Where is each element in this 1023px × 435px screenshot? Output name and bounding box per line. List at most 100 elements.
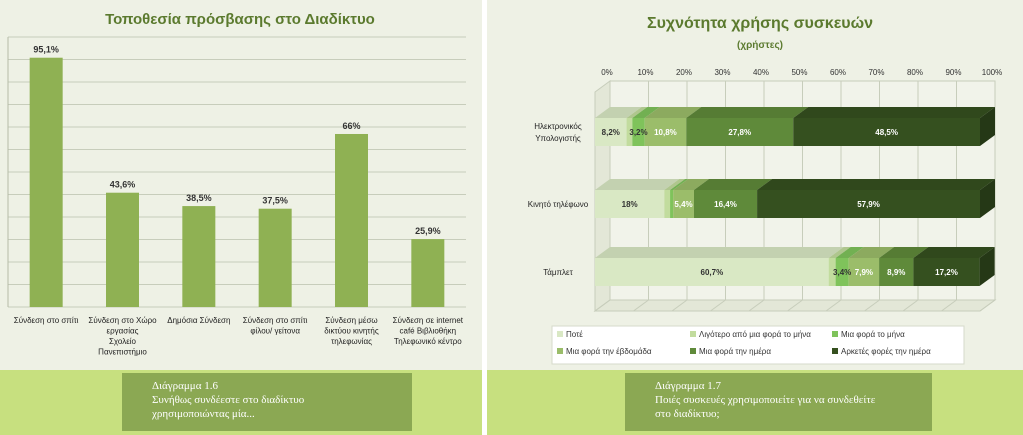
bar-segment-top: [626, 107, 648, 118]
bar-segment: [595, 258, 829, 286]
bar-data-label: 37,5%: [262, 196, 288, 206]
legend-box: [551, 325, 965, 365]
category-label: Υπολογιστής: [535, 134, 581, 143]
right-caption-line: Διάγραμμα 1.7: [655, 380, 721, 392]
bar-segment-top: [793, 107, 995, 118]
left-caption: Διάγραμμα 1.6 Συνήθως συνδέεστε στο διαδ…: [122, 373, 412, 431]
bar-data-label: 3,2%: [629, 128, 647, 137]
bar-data-label: 10,8%: [654, 128, 677, 137]
bar-segment: [693, 190, 758, 218]
legend-swatch: [832, 331, 838, 337]
bar-data-label: 3,4%: [833, 268, 851, 277]
gridline: [864, 299, 880, 312]
gridline: [825, 299, 842, 312]
bar-data-label: 27,8%: [728, 128, 751, 137]
gridline: [748, 299, 765, 312]
bar-segment-top: [848, 247, 895, 258]
bar-end-face: [980, 107, 995, 146]
x-tick-label: 70%: [868, 68, 884, 77]
left-chart-title: Τοποθεσία πρόσβασης στο Διαδίκτυο: [105, 11, 375, 28]
bar-segment: [848, 258, 880, 286]
bar-segment: [670, 190, 674, 218]
bar-data-label: 95,1%: [33, 45, 59, 55]
bar-segment: [835, 258, 849, 286]
x-tick-label: 80%: [907, 68, 923, 77]
category-label: τηλεφωνίας: [331, 337, 372, 346]
bar-segment: [664, 190, 671, 218]
bar-data-label: 18%: [622, 200, 638, 209]
bar-end-face: [980, 179, 995, 218]
bar-segment: [673, 190, 694, 218]
left-bar-chart: 95,1% Σύνδεση στο σπίτι 43,6% Σύνδεση στο Χ…: [7, 36, 466, 357]
legend-label: Μια φορά την έβδομάδα: [566, 347, 652, 356]
category-label: Σύνδεση σε internet: [393, 316, 464, 325]
gridline: [979, 299, 996, 312]
gridline: [710, 299, 726, 312]
left-caption-line: Συνήθως συνδέεστε στο διαδίκτυο: [152, 394, 305, 406]
bar-segment-top: [595, 107, 642, 118]
right-chart-subtitle: (χρήστες): [737, 40, 783, 51]
bar-segment-top: [664, 179, 686, 190]
legend-swatch: [832, 348, 838, 354]
bar-data-label: 17,2%: [935, 268, 958, 277]
bar-data-label: 7,9%: [855, 268, 873, 277]
gridline: [633, 299, 649, 312]
bar-segment: [793, 118, 980, 146]
right-caption-line: στο διαδίκτυο;: [655, 408, 720, 420]
legend-label: Μια φορά την ημέρα: [699, 347, 771, 356]
bar-segment-top: [828, 247, 851, 258]
gridline: [671, 299, 688, 312]
bar: [106, 192, 139, 307]
bar-data-label: 16,4%: [714, 200, 737, 209]
x-tick-label: 10%: [637, 68, 653, 77]
category-label: Δημόσια Σύνδεση: [167, 316, 230, 325]
right-caption-line: Ποιές συσκευές χρησιμοποιείτε για να συν…: [655, 394, 876, 406]
bar-data-label: 8,9%: [887, 268, 905, 277]
bar-segment-top: [644, 107, 702, 118]
right-stacked-bar-chart: 0% 10% 20% 30% 40% 50% 60% 70% 80% 90% 100% 8,2% 3,2…: [528, 68, 1002, 365]
category-label: Σχολείο: [109, 337, 137, 346]
bar-segment: [595, 190, 665, 218]
bar-segment-top: [632, 107, 660, 118]
category-label: Πανεπιστήμιο: [98, 348, 147, 357]
gridline: [902, 299, 919, 312]
legend-label: Αρκετές φορές την ημέρα: [841, 347, 931, 356]
bar-segment: [632, 118, 645, 146]
bar: [29, 57, 63, 307]
bar-end-face: [979, 247, 995, 286]
bar-data-label: 60,7%: [701, 268, 724, 277]
x-tick-label: 0%: [601, 68, 613, 77]
category-label: Τάμπλετ: [543, 268, 573, 277]
category-label: εργασίας: [107, 327, 139, 336]
category-label: Σύνδεση στο σπίτι: [14, 316, 79, 325]
bar-data-label: 38,5%: [186, 193, 212, 203]
legend-label: Ποτέ: [566, 330, 583, 339]
category-label: Σύνδεση στο σπίτι: [243, 316, 308, 325]
bar-segment-top: [913, 247, 995, 258]
bar: [258, 208, 292, 307]
left-caption-line: Διάγραμμα 1.6: [152, 380, 218, 392]
bar-data-label: 48,5%: [875, 128, 898, 137]
bar-segment: [644, 118, 687, 146]
category-label: Τηλεφωνικό κέντρο: [394, 337, 462, 346]
x-tick-label: 100%: [982, 68, 1002, 77]
bar-data-label: 25,9%: [415, 226, 441, 236]
charts-canvas: Τοποθεσία πρόσβασης στο Διαδίκτυο Συχνότ…: [7, 11, 1002, 365]
category-label: φίλου/ γείτονα: [250, 327, 300, 336]
x-tick-label: 40%: [753, 68, 769, 77]
bar-data-label: 57,9%: [857, 200, 880, 209]
bar-segment-top: [879, 247, 929, 258]
bar-segment-top: [595, 179, 680, 190]
category-label: Σύνδεση μέσω: [325, 316, 377, 325]
bar-data-label: 66%: [342, 121, 360, 131]
category-label: Ηλεκτρονικός: [534, 122, 582, 131]
bar: [411, 239, 445, 307]
category-label: Σύνδεση στο Χώρο: [88, 316, 157, 325]
bar-data-label: 43,6%: [110, 180, 136, 190]
category-label: café Βιβλιοθήκη: [400, 327, 457, 336]
bar-segment: [828, 258, 836, 286]
legend-swatch: [557, 331, 563, 337]
bar-segment-top: [673, 179, 709, 190]
bar-segment-top: [835, 247, 864, 258]
bar-data-label: 5,4%: [674, 200, 692, 209]
